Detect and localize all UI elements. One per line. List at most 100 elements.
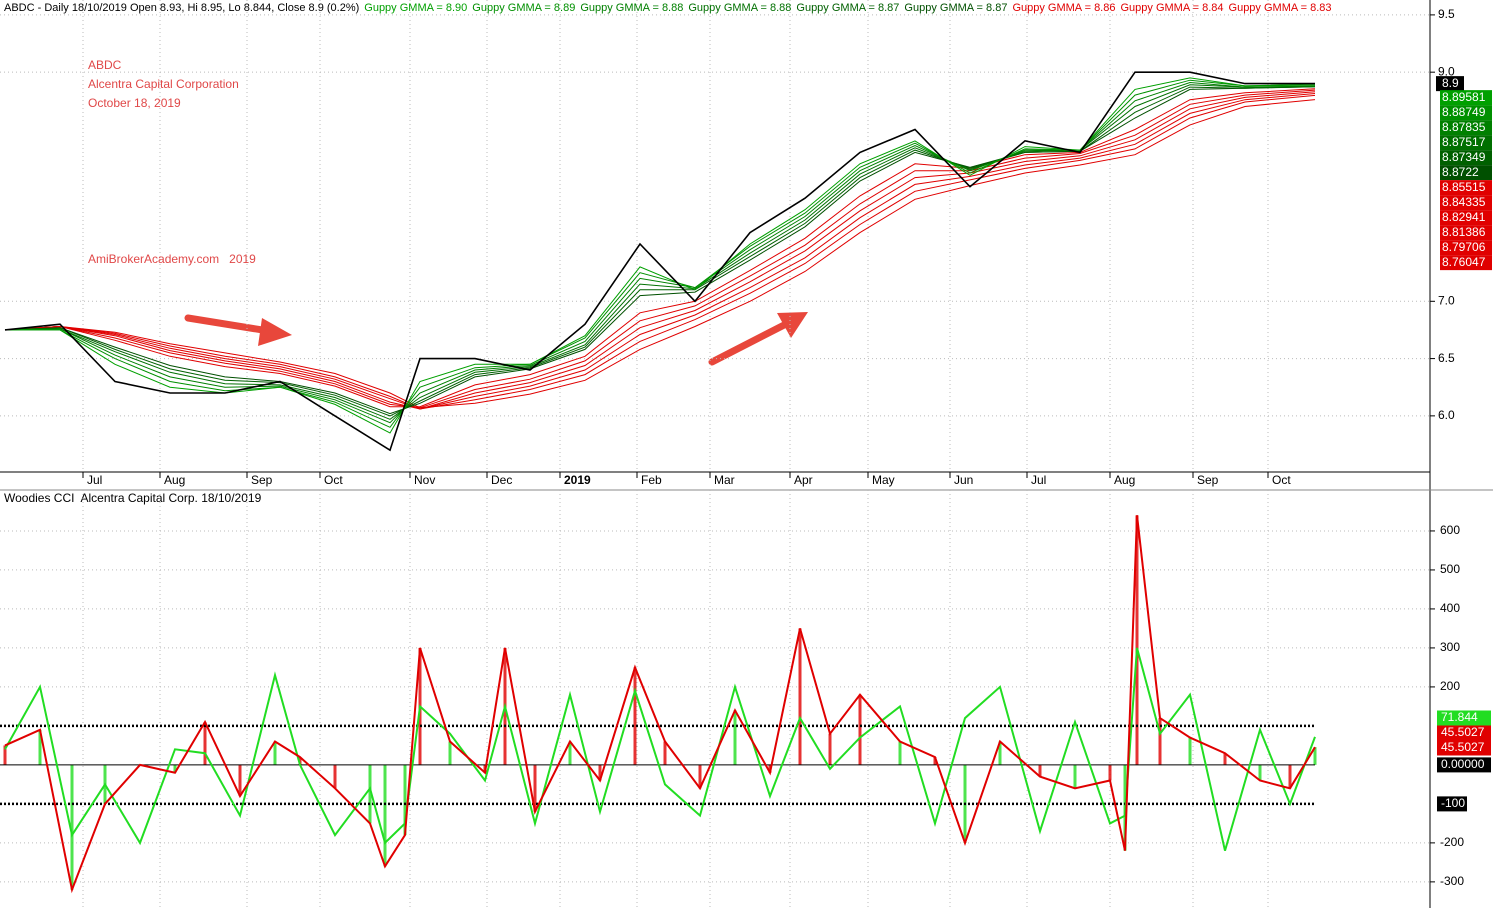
price-line (4, 99, 1316, 409)
y-tick-label: 6.0 (1438, 408, 1455, 422)
price-line (4, 89, 1316, 409)
legend-entry: Guppy GMMA = 8.88 (580, 2, 683, 14)
value-box (1440, 240, 1492, 256)
histogram-bar (403, 764, 407, 836)
histogram-bar (633, 667, 637, 765)
y-tick-label: -200 (1440, 835, 1464, 849)
value-label: 8.9 (1442, 76, 1459, 90)
x-tick-label: Sep (1197, 473, 1219, 487)
histogram-bar (1038, 764, 1042, 777)
value-box (1440, 150, 1492, 166)
price-line (4, 93, 1316, 410)
histogram-bar (448, 741, 452, 765)
level-label: 0.00000 (1441, 757, 1485, 771)
x-tick-label: 2019 (564, 473, 591, 487)
x-tick-label: Apr (794, 473, 813, 487)
value-label: 8.87517 (1442, 135, 1486, 149)
y-tick-label: 9.5 (1438, 7, 1455, 21)
value-box (1440, 90, 1492, 106)
value-box (1440, 165, 1492, 181)
value-label: 8.85515 (1442, 180, 1486, 194)
arrow (184, 314, 292, 346)
x-tick-label: Jul (1031, 473, 1046, 487)
value-box (1437, 725, 1491, 741)
value-label: 8.76047 (1442, 255, 1486, 269)
level-box (1437, 757, 1491, 773)
price-line (4, 94, 1316, 410)
price-line (4, 71, 1315, 452)
histogram-bar (333, 764, 337, 789)
value-label: 8.82941 (1442, 210, 1486, 224)
histogram-bar (1158, 718, 1162, 765)
value-box (1440, 210, 1492, 226)
level-label: -100 (1441, 796, 1465, 810)
x-tick-label: Aug (1114, 473, 1135, 487)
legend-entry: Guppy GMMA = 8.90 (364, 2, 467, 14)
histogram-bar (1188, 737, 1192, 765)
histogram-bar (1223, 753, 1227, 765)
x-tick-label: Oct (1272, 473, 1291, 487)
legend-entry: Guppy GMMA = 8.84 (1120, 2, 1223, 14)
histogram-bar (203, 722, 207, 765)
value-label: 45.5027 (1441, 725, 1485, 739)
histogram-bar (933, 757, 937, 765)
x-tick-label: Nov (414, 473, 435, 487)
x-tick-label: Mar (714, 473, 735, 487)
value-label: 8.81386 (1442, 225, 1486, 239)
value-label: 8.88749 (1442, 105, 1486, 119)
legend-entry: Guppy GMMA = 8.87 (904, 2, 1007, 14)
value-label: 8.89581 (1442, 90, 1486, 104)
legend-entry: Guppy GMMA = 8.89 (472, 2, 575, 14)
arrow (708, 312, 808, 366)
y-tick-label: -300 (1440, 874, 1464, 888)
value-box (1437, 740, 1491, 756)
histogram-bar (898, 741, 902, 765)
value-box (1440, 120, 1492, 136)
value-label: 8.84335 (1442, 195, 1486, 209)
histogram-bar (698, 764, 702, 789)
y-tick-label: 600 (1440, 523, 1460, 537)
histogram-bar (798, 628, 802, 765)
histogram-bar (998, 741, 1002, 765)
annotation: ABDC (88, 58, 122, 72)
y-tick-label: 7.0 (1438, 293, 1455, 307)
y-tick-label: 400 (1440, 601, 1460, 615)
level-box (1437, 796, 1467, 812)
histogram-bar (70, 764, 74, 890)
legend-entry: Guppy GMMA = 8.83 (1229, 2, 1332, 14)
value-box (1440, 225, 1492, 241)
y-tick-label: 200 (1440, 679, 1460, 693)
value-box (1437, 710, 1491, 726)
x-tick-label: Feb (641, 473, 662, 487)
histogram-bar (38, 729, 42, 765)
x-tick-label: Jul (87, 473, 102, 487)
value-label: 45.5027 (1441, 740, 1485, 754)
header: ABDC - Daily 18/10/2019 Open 8.93, Hi 8.… (4, 2, 1332, 14)
cci-line (4, 647, 1316, 851)
x-tick-label: Aug (164, 473, 185, 487)
panel-title: Woodies CCI Alcentra Capital Corp. 18/10… (4, 491, 262, 505)
histogram-bar (828, 733, 832, 765)
price-line (4, 91, 1316, 410)
y-tick-label: 300 (1440, 640, 1460, 654)
legend-entry: Guppy GMMA = 8.87 (796, 2, 899, 14)
histogram-bar (173, 764, 177, 773)
x-tick-label: Oct (324, 473, 343, 487)
value-box (1440, 105, 1492, 121)
histogram-bar (1258, 764, 1262, 781)
histogram-bar (3, 745, 7, 765)
histogram-bar (383, 764, 387, 867)
y-tick-label: 9.0 (1438, 64, 1455, 78)
histogram-bar (1288, 764, 1292, 789)
histogram-bar (238, 764, 242, 797)
histogram-bar (273, 741, 277, 765)
x-tick-label: May (872, 473, 895, 487)
histogram-bar (663, 741, 667, 765)
annotation: Alcentra Capital Corporation (88, 77, 239, 91)
value-label: 8.87835 (1442, 120, 1486, 134)
y-tick-label: 500 (1440, 562, 1460, 576)
histogram-bar (368, 764, 372, 824)
legend-entry: Guppy GMMA = 8.86 (1012, 2, 1115, 14)
